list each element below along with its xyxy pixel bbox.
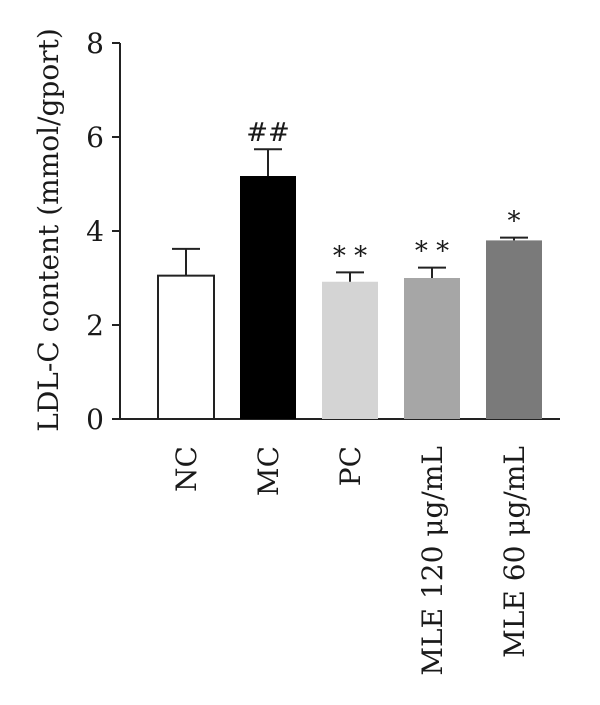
significance-label: * * — [415, 237, 449, 267]
x-category-label: NC — [170, 446, 203, 492]
x-category-label: MLE 120 μg/mL — [416, 446, 449, 676]
x-category-label: MLE 60 μg/mL — [498, 446, 531, 658]
bar — [240, 176, 296, 419]
error-bars — [172, 148, 528, 282]
x-category-label: MC — [252, 446, 285, 496]
bar — [404, 278, 460, 419]
bar — [486, 240, 542, 419]
significance-label: * * — [333, 241, 367, 271]
significance-label: * — [508, 207, 521, 237]
y-axis-title: LDL-C content (mmol/gport) — [32, 28, 65, 432]
y-tick-label: 0 — [86, 403, 104, 436]
y-tick-label: 4 — [86, 215, 104, 248]
x-category-label: PC — [334, 446, 367, 486]
bar — [322, 281, 378, 419]
y-axis-ticks: 0 2 4 6 8 — [86, 27, 120, 436]
y-tick-label: 2 — [86, 309, 104, 342]
y-tick-label: 6 — [86, 121, 104, 154]
bar — [157, 274, 215, 420]
x-axis-categories: NC MC PC MLE 120 μg/mL MLE 60 μg/mL — [170, 446, 531, 676]
significance-labels: ## * * * * * — [246, 118, 520, 271]
y-tick-label: 8 — [86, 27, 104, 60]
significance-label: ## — [246, 118, 290, 148]
bars — [157, 176, 542, 420]
